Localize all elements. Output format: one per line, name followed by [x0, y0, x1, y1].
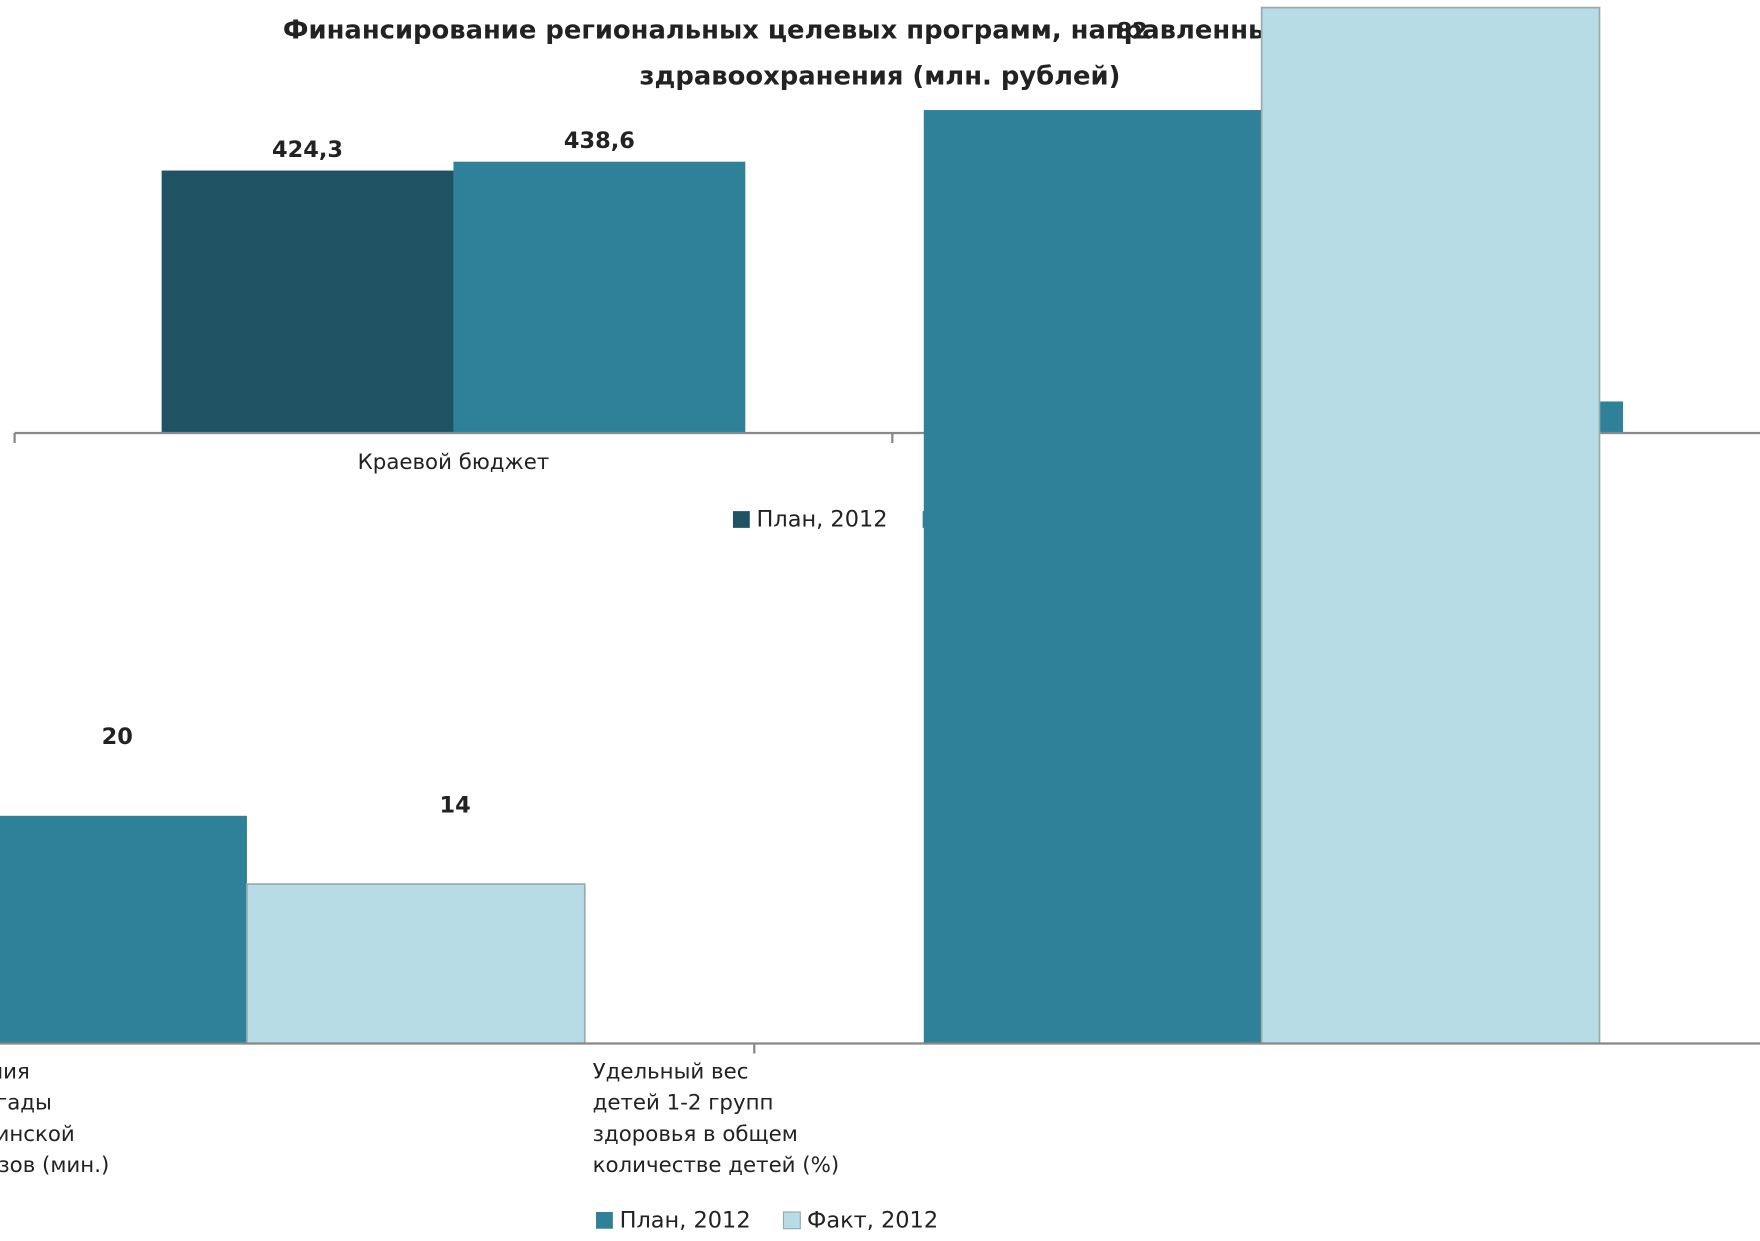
- legend-swatch: [782, 1211, 801, 1230]
- x-tick-label: Время ожидания: [0, 1060, 30, 1085]
- value-label: 82: [1116, 18, 1147, 44]
- x-tick-label: Удельный вес: [593, 1060, 749, 1085]
- value-label: 424,3: [272, 137, 343, 163]
- value-label: 20: [102, 724, 133, 750]
- chart-title: здравоохранения (млн. рублей): [640, 62, 1121, 92]
- x-tick-label: прибытия бригады: [0, 1091, 52, 1116]
- bar: [923, 110, 1262, 1044]
- x-tick-label: здоровья в общем: [593, 1122, 798, 1147]
- bar: [246, 883, 586, 1045]
- x-tick-label: количестве детей (%): [593, 1153, 840, 1178]
- bar: [1260, 6, 1601, 1045]
- x-tick-label: помощи на вызов (мин.): [0, 1153, 109, 1178]
- legend-swatch: [596, 1211, 613, 1229]
- bar: [161, 170, 454, 434]
- value-label: 438,6: [564, 128, 635, 154]
- x-tick-label: детей 1-2 групп: [593, 1091, 774, 1116]
- legend-label: План, 2012: [757, 507, 888, 533]
- x-tick-label: Краевой бюджет: [358, 450, 550, 475]
- legend-swatch: [732, 511, 750, 528]
- legend-label: План, 2012: [620, 1207, 751, 1233]
- value-label: 14: [440, 793, 471, 819]
- bar: [0, 815, 247, 1044]
- bar: [453, 161, 746, 434]
- legend-label: Факт, 2012: [807, 1207, 938, 1233]
- x-tick-label: скорой медицинской: [0, 1122, 75, 1147]
